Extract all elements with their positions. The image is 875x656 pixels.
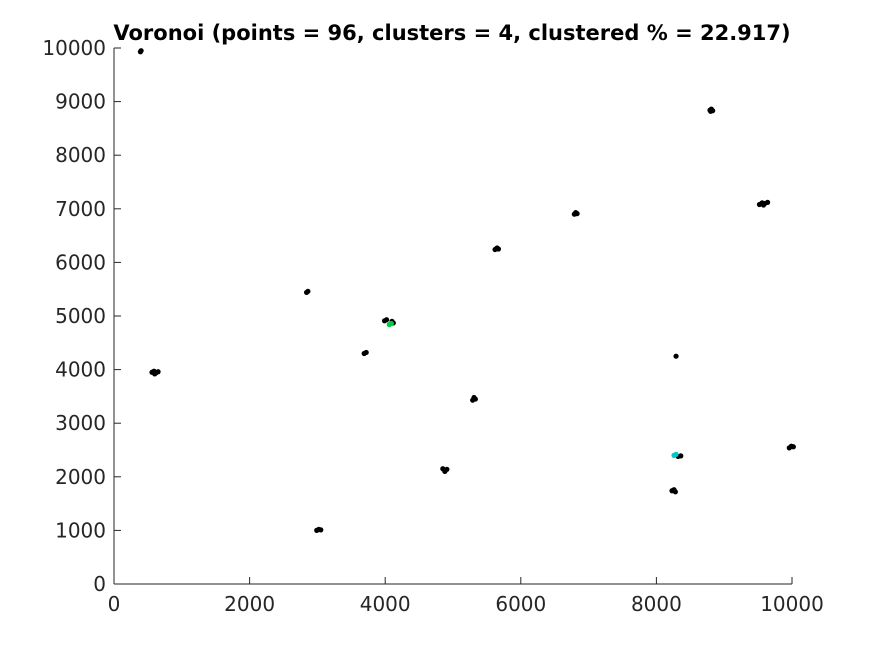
x-tick-label: 0 xyxy=(108,592,121,616)
y-tick-label: 7000 xyxy=(55,197,106,221)
y-tick-label: 10000 xyxy=(42,36,106,60)
y-tick-label: 6000 xyxy=(55,250,106,274)
data-point xyxy=(678,453,684,459)
y-tick-label: 3000 xyxy=(55,411,106,435)
x-tick-label: 6000 xyxy=(495,592,546,616)
data-point xyxy=(760,202,767,208)
data-point xyxy=(388,320,394,327)
data-point xyxy=(672,489,678,495)
data-point xyxy=(495,246,502,252)
data-point xyxy=(152,371,158,377)
chart-title: Voronoi (points = 96, clusters = 4, clus… xyxy=(113,21,790,45)
x-tick-label: 10000 xyxy=(760,592,824,616)
data-point xyxy=(318,527,324,533)
x-tick-label: 2000 xyxy=(224,592,275,616)
data-point xyxy=(305,288,311,294)
scatter-points xyxy=(137,48,796,534)
y-ticks: 0 1000 2000 3000 4000 5000 6000 7000 8000 9000 100… xyxy=(42,36,121,596)
data-point xyxy=(444,466,450,472)
data-point xyxy=(574,211,580,217)
y-tick-label: 2000 xyxy=(55,465,106,489)
y-tick-label: 5000 xyxy=(55,304,106,328)
data-point xyxy=(673,451,679,457)
y-tick-label: 4000 xyxy=(55,358,106,382)
data-point xyxy=(383,317,390,323)
data-point xyxy=(138,48,144,54)
data-point xyxy=(764,199,771,205)
x-tick-label: 8000 xyxy=(631,592,682,616)
data-point xyxy=(790,444,796,450)
data-point xyxy=(708,108,714,114)
y-tick-label: 0 xyxy=(93,572,106,596)
data-point xyxy=(673,353,679,359)
data-point xyxy=(472,396,478,402)
x-ticks: 0 2000 4000 6000 8000 10000 xyxy=(108,577,824,616)
x-tick-label: 4000 xyxy=(360,592,411,616)
y-tick-label: 8000 xyxy=(55,143,106,167)
y-tick-label: 1000 xyxy=(55,518,106,542)
y-tick-label: 9000 xyxy=(55,90,106,114)
data-point xyxy=(363,349,369,356)
